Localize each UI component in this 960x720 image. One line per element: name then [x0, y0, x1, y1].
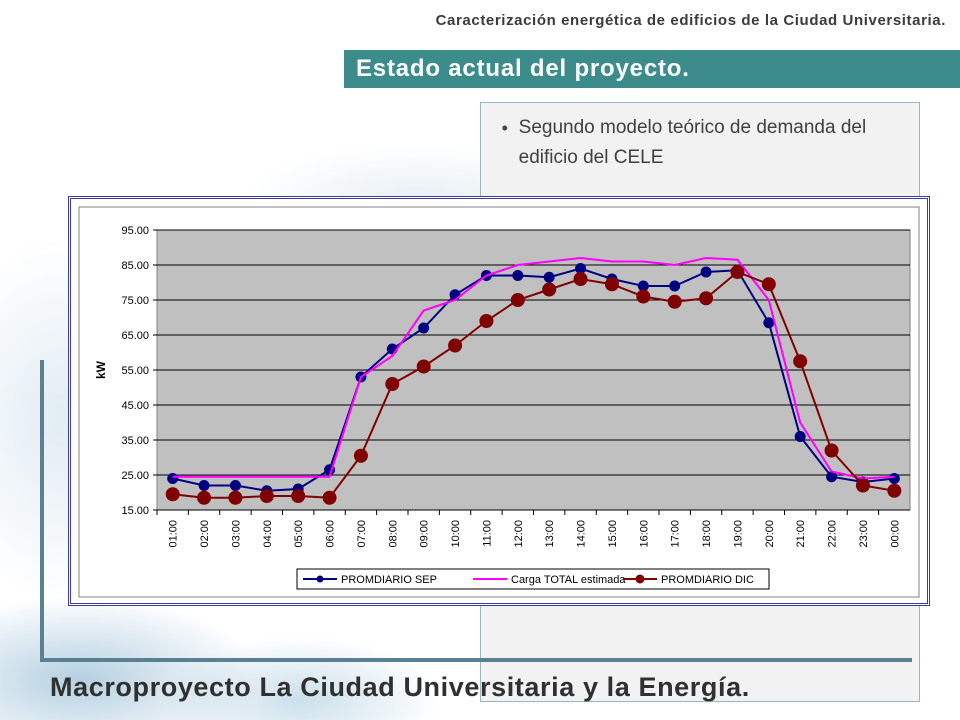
- data-point-promdiario-dic: [510, 293, 525, 307]
- data-point-promdiario-sep: [794, 431, 806, 442]
- x-tick-label: 16:00: [638, 520, 650, 548]
- data-point-promdiario-dic: [416, 359, 431, 374]
- x-tick-label: 06:00: [325, 520, 337, 548]
- chart-frame[interactable]: 95.00 85.00 75.00 65.00 55.00 45.00 35.00 25.00…: [68, 196, 930, 606]
- data-point-promdiario-dic: [699, 291, 714, 306]
- left-rule: [40, 360, 44, 660]
- footer-title: Macroproyecto La Ciudad Universitaria y …: [50, 672, 750, 702]
- bullet-text: Segundo modelo teórico de demanda del ed…: [518, 117, 867, 168]
- data-point-promdiario-sep: [418, 322, 430, 334]
- data-point-promdiario-dic: [165, 487, 180, 502]
- x-tick-label: 20:00: [764, 520, 776, 548]
- data-point-promdiario-sep: [167, 473, 179, 484]
- data-point-promdiario-dic: [761, 277, 776, 292]
- x-tick-label: 19:00: [732, 520, 744, 548]
- bottom-rule: [40, 658, 912, 662]
- x-tick-label: 03:00: [230, 520, 242, 548]
- data-point-promdiario-dic: [353, 448, 368, 463]
- data-point-promdiario-sep: [888, 473, 900, 484]
- x-tick-label: 12:00: [513, 520, 525, 548]
- x-tick-label: 07:00: [356, 520, 368, 548]
- x-tick-label: 15:00: [607, 520, 619, 548]
- data-point-promdiario-dic: [197, 490, 212, 505]
- data-point-promdiario-dic: [259, 489, 274, 503]
- data-point-promdiario-dic: [228, 490, 243, 505]
- y-tick-label: 55.00: [121, 365, 149, 377]
- bullet-icon: •: [501, 118, 508, 138]
- x-tick-label: 02:00: [199, 520, 211, 548]
- data-point-promdiario-sep: [763, 317, 775, 329]
- data-point-promdiario-dic: [322, 490, 337, 505]
- data-point-promdiario-sep: [512, 270, 524, 281]
- data-point-promdiario-sep: [543, 271, 555, 283]
- legend-marker: [635, 574, 645, 584]
- y-tick-label: 95.00: [121, 225, 149, 237]
- data-point-promdiario-dic: [573, 272, 588, 286]
- x-tick-label: 13:00: [544, 520, 556, 548]
- x-tick-label: 10:00: [450, 520, 462, 548]
- y-tick-label: 65.00: [121, 330, 149, 342]
- x-tick-label: 14:00: [576, 520, 588, 548]
- y-tick-label: 75.00: [121, 295, 149, 307]
- data-point-promdiario-dic: [793, 354, 808, 369]
- data-point-promdiario-dic: [448, 338, 463, 353]
- x-tick-label: 09:00: [419, 520, 431, 548]
- presentation-title: Caracterización energética de edificios …: [435, 12, 946, 29]
- data-point-promdiario-dic: [730, 265, 745, 279]
- x-tick-label: 01:00: [168, 520, 180, 548]
- data-point-promdiario-dic: [824, 443, 839, 458]
- x-tick-label: 22:00: [827, 520, 839, 548]
- data-point-promdiario-dic: [542, 282, 557, 297]
- y-tick-label: 15.00: [121, 505, 149, 517]
- demand-chart: 95.00 85.00 75.00 65.00 55.00 45.00 35.00 25.00…: [78, 206, 920, 598]
- y-axis-label: kW: [94, 360, 108, 379]
- data-point-promdiario-dic: [291, 489, 306, 503]
- legend-label: PROMDIARIO SEP: [341, 574, 437, 586]
- x-tick-label: 21:00: [795, 520, 807, 548]
- y-tick-label: 85.00: [121, 260, 149, 272]
- x-tick-label: 17:00: [670, 520, 682, 548]
- data-point-promdiario-sep: [669, 280, 681, 292]
- data-point-promdiario-sep: [198, 480, 210, 491]
- y-tick-label: 45.00: [121, 400, 149, 412]
- section-bar: Estado actual del proyecto.: [344, 50, 960, 88]
- data-point-promdiario-sep: [700, 266, 712, 278]
- data-point-promdiario-dic: [667, 294, 682, 309]
- data-point-promdiario-dic: [855, 478, 870, 493]
- bullet-item: • Segundo modelo teórico de demanda del …: [491, 113, 901, 173]
- data-point-promdiario-dic: [604, 277, 619, 292]
- x-tick-label: 05:00: [293, 520, 305, 548]
- x-tick-label: 11:00: [481, 520, 493, 547]
- series-line-carga-total-estimada: [172, 256, 895, 480]
- legend-label: Carga TOTAL estimada: [511, 574, 626, 586]
- section-title: Estado actual del proyecto.: [356, 55, 690, 82]
- x-tick-label: 23:00: [858, 520, 870, 548]
- x-tick-label: 08:00: [387, 520, 399, 548]
- data-point-promdiario-dic: [636, 289, 651, 304]
- x-tick-label: 00:00: [889, 520, 901, 548]
- x-tick-label: 04:00: [262, 520, 274, 548]
- legend-marker: [316, 575, 324, 583]
- data-point-promdiario-sep: [229, 480, 241, 491]
- y-tick-label: 35.00: [121, 435, 149, 447]
- legend-box: [296, 568, 770, 590]
- x-tick-label: 18:00: [701, 520, 713, 548]
- legend-label: PROMDIARIO DIC: [661, 574, 754, 586]
- data-point-promdiario-dic: [887, 483, 902, 498]
- data-point-promdiario-dic: [479, 314, 494, 328]
- y-tick-label: 25.00: [121, 470, 149, 482]
- data-point-promdiario-dic: [385, 377, 400, 391]
